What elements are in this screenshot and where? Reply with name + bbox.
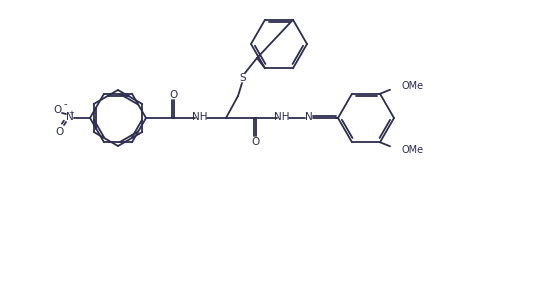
Text: -: -	[63, 99, 66, 109]
Text: S: S	[240, 73, 246, 83]
Text: N: N	[305, 112, 313, 122]
Text: NH: NH	[192, 112, 208, 122]
Text: OMe: OMe	[401, 145, 423, 155]
Text: +: +	[68, 110, 74, 116]
Text: N: N	[66, 112, 74, 122]
Text: O: O	[54, 105, 62, 115]
Text: NH: NH	[274, 112, 290, 122]
Text: O: O	[56, 127, 64, 137]
Text: OMe: OMe	[401, 81, 423, 91]
Text: O: O	[252, 137, 260, 147]
Text: O: O	[170, 90, 178, 100]
